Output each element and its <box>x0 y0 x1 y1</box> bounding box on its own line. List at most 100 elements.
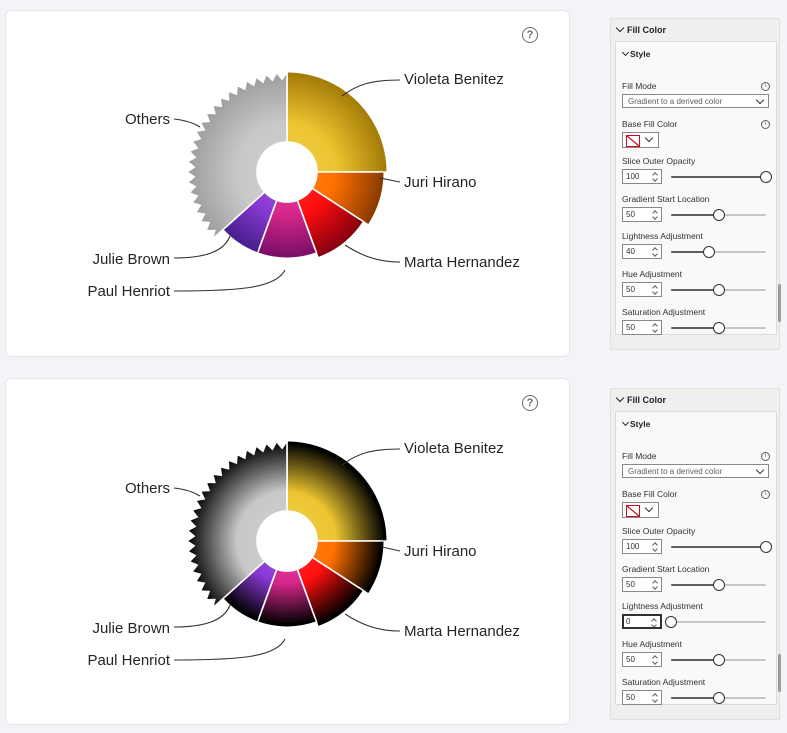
field-label: Gradient Start Location <box>622 193 710 204</box>
spinner-arrows-icon[interactable] <box>652 284 658 295</box>
leader-line <box>344 244 401 263</box>
format-pane-bottom: Fill Color Style Fill Mode i Gradient to… <box>610 388 781 720</box>
spinner-arrows-icon[interactable] <box>652 579 658 590</box>
slider[interactable] <box>671 171 772 183</box>
help-icon[interactable]: ? <box>522 27 538 43</box>
slider-fill <box>671 326 719 329</box>
slider[interactable] <box>671 208 766 221</box>
slider[interactable] <box>665 616 766 629</box>
slice-label-marta-hernandez: Marta Hernandez <box>404 623 520 640</box>
slice-label-paul-henriot: Paul Henriot <box>87 652 170 669</box>
slider-thumb[interactable] <box>712 321 725 334</box>
field-label: Slice Outer Opacity <box>622 156 696 166</box>
leader-line <box>344 613 401 632</box>
number-input[interactable]: 0 <box>622 614 662 630</box>
slider-thumb[interactable] <box>712 208 725 221</box>
number-input[interactable]: 50 <box>622 689 662 705</box>
chevron-down-icon <box>615 23 625 33</box>
slider-thumb[interactable] <box>760 541 772 553</box>
slider-thumb[interactable] <box>712 654 725 667</box>
slice-outer-rim <box>317 588 363 626</box>
slider-thumb[interactable] <box>712 284 725 297</box>
slider-fill <box>671 696 719 699</box>
chevron-down-icon <box>644 133 654 143</box>
chevron-down-icon <box>621 48 630 57</box>
leader-line <box>173 269 286 292</box>
spinner-arrows-icon[interactable] <box>652 246 658 258</box>
slider-fill <box>671 176 766 178</box>
base-fill-color-label: Base Fill Color <box>622 489 678 499</box>
donut-hole <box>257 511 317 571</box>
leader-line <box>381 546 401 552</box>
slider[interactable] <box>671 541 772 553</box>
slider-track[interactable] <box>671 251 766 254</box>
style-group-header[interactable]: Style <box>620 48 650 59</box>
spinner-arrows-icon[interactable] <box>652 541 658 552</box>
info-icon[interactable]: i <box>761 452 770 461</box>
fill-mode-dropdown[interactable]: Gradient to a derived color <box>622 94 769 108</box>
slice-label-violeta-benitez: Violeta Benitez <box>404 440 504 457</box>
number-input[interactable]: 40 <box>622 244 662 260</box>
spinner-arrows-icon[interactable] <box>652 654 658 665</box>
slider[interactable] <box>671 246 766 259</box>
slider-track[interactable] <box>671 621 766 624</box>
slider-fill <box>671 213 719 216</box>
number-input[interactable]: 50 <box>622 576 662 592</box>
slice-label-paul-henriot: Paul Henriot <box>87 283 170 300</box>
slider-thumb[interactable] <box>665 616 677 629</box>
number-input[interactable]: 100 <box>622 539 662 554</box>
field-label: Lightness Adjustment <box>622 231 703 242</box>
fill-color-section-header[interactable]: Fill Color <box>615 23 666 35</box>
slice-label-violeta-benitez: Violeta Benitez <box>404 71 504 88</box>
slider[interactable] <box>671 654 766 667</box>
spinner-arrows-icon[interactable] <box>651 617 657 629</box>
field-label: Gradient Start Location <box>622 563 710 574</box>
slider-thumb[interactable] <box>760 171 772 183</box>
slice-label-juri-hirano: Juri Hirano <box>404 174 477 191</box>
format-pane-top: Fill Color Style Fill Mode i Gradient to… <box>610 18 781 350</box>
leader-line <box>341 79 401 97</box>
slider-thumb[interactable] <box>703 246 715 259</box>
help-icon[interactable]: ? <box>522 395 538 411</box>
leader-line <box>173 487 201 497</box>
chevron-down-icon <box>615 393 625 403</box>
slider-fill <box>671 289 719 292</box>
spinner-arrows-icon[interactable] <box>652 171 658 182</box>
slider[interactable] <box>671 578 766 591</box>
number-input[interactable]: 50 <box>622 282 662 298</box>
chevron-down-icon <box>755 95 765 105</box>
field-label: Hue Adjustment <box>622 269 683 280</box>
slice-label-juri-hirano: Juri Hirano <box>404 543 477 560</box>
info-icon[interactable]: i <box>761 82 770 91</box>
fill-mode-label: Fill Mode <box>622 81 657 91</box>
spinner-arrows-icon[interactable] <box>652 322 658 333</box>
slider[interactable] <box>671 691 766 704</box>
number-input[interactable]: 100 <box>622 169 662 184</box>
scrollbar[interactable] <box>778 284 781 322</box>
style-group-header[interactable]: Style <box>620 418 650 429</box>
donut-chart-bottom: Violeta Benitez Juri Hirano Marta Hernande… <box>87 438 520 669</box>
slider[interactable] <box>671 284 766 297</box>
number-input[interactable]: 50 <box>622 206 662 222</box>
spinner-arrows-icon[interactable] <box>652 209 658 220</box>
fill-mode-dropdown[interactable]: Gradient to a derived color <box>622 464 769 478</box>
base-fill-color-picker[interactable] <box>622 502 659 518</box>
number-input[interactable]: 50 <box>622 652 662 668</box>
spinner-arrows-icon[interactable] <box>652 692 658 703</box>
scrollbar[interactable] <box>778 654 781 692</box>
field-label: Lightness Adjustment <box>622 601 703 612</box>
slider[interactable] <box>671 321 766 334</box>
number-input[interactable]: 50 <box>622 319 662 335</box>
slice-label-marta-hernandez: Marta Hernandez <box>404 254 520 271</box>
slice-outer-rim <box>317 219 363 257</box>
fill-mode-label: Fill Mode <box>622 451 657 461</box>
slice-label-julie-brown: Julie Brown <box>92 251 170 268</box>
leader-line <box>173 235 231 259</box>
fill-color-section-header[interactable]: Fill Color <box>615 393 666 405</box>
info-icon[interactable]: i <box>761 490 770 499</box>
slider-thumb[interactable] <box>712 578 725 591</box>
info-icon[interactable]: i <box>761 120 770 129</box>
slider-thumb[interactable] <box>712 691 725 704</box>
donut-hole <box>257 142 317 202</box>
base-fill-color-picker[interactable] <box>622 132 659 148</box>
